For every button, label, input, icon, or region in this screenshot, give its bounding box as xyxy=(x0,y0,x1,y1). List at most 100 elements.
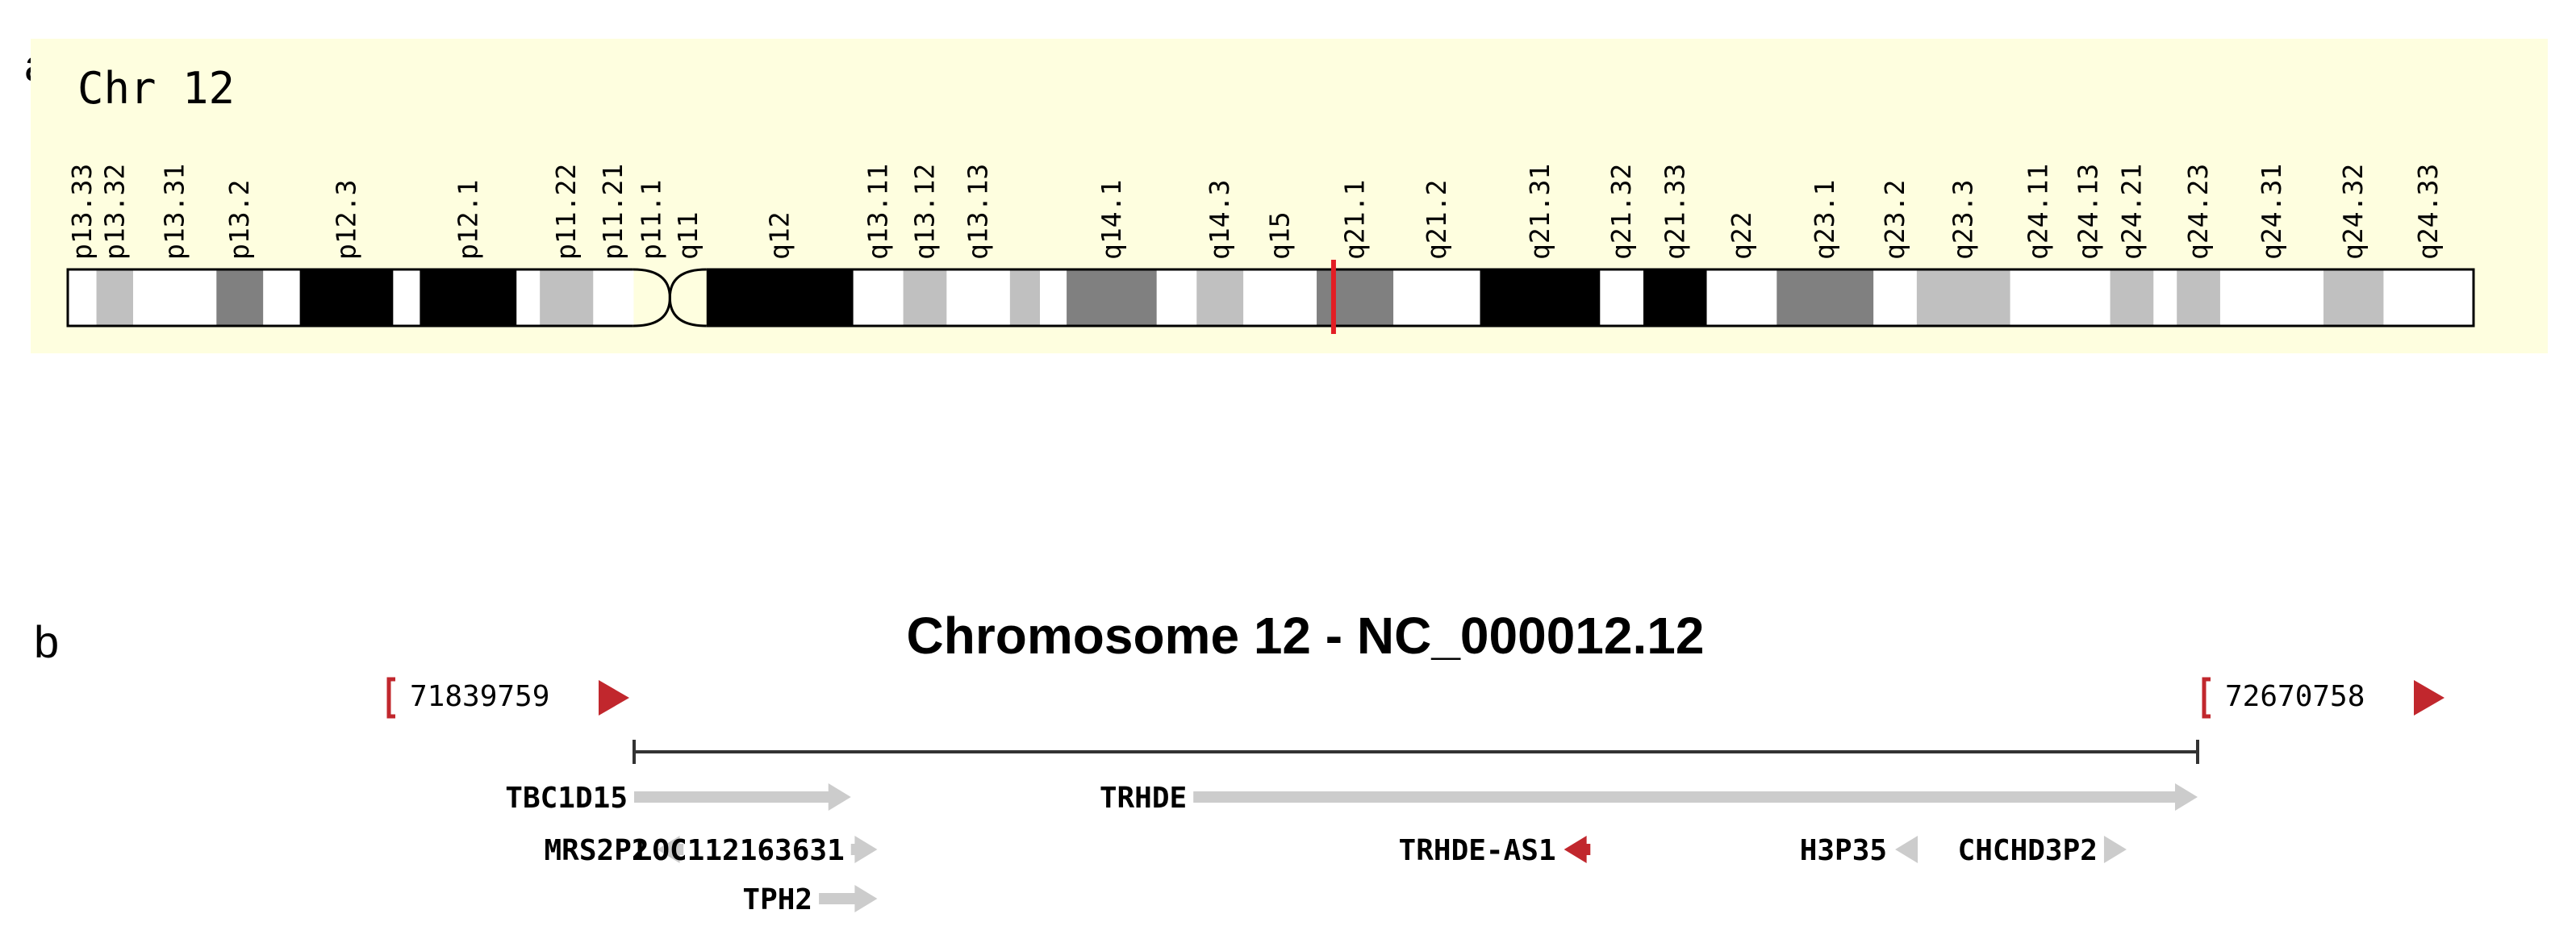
band-q14-1 xyxy=(1067,269,1158,326)
band-unlabeled-17 xyxy=(1009,269,1041,326)
chromosome-name: Chr 12 xyxy=(77,63,235,114)
gene-arrow-tbc1d15[interactable] xyxy=(634,783,851,811)
gene-tbc1d15[interactable]: TBC1D15 xyxy=(505,782,851,815)
band-q15 xyxy=(1243,269,1317,326)
end-coordinate: 72670758 xyxy=(2225,680,2365,713)
band-label-p11-1: p11.1 xyxy=(636,180,667,260)
start-coordinate-nav[interactable]: 71839759 xyxy=(386,677,629,719)
gene-label-loc112163631[interactable]: LOC112163631 xyxy=(635,834,845,867)
band-q24-33 xyxy=(2383,269,2474,326)
band-label-q24-13: q24.13 xyxy=(2073,164,2104,260)
gene-tph2[interactable]: TPH2 xyxy=(742,883,878,916)
q-arm-outline xyxy=(706,268,2475,328)
band-unlabeled-35 xyxy=(2153,269,2177,326)
gene-label-trhde-as1[interactable]: TRHDE-AS1 xyxy=(1399,834,1556,867)
gene-arrow-chchd3p2[interactable] xyxy=(2103,836,2127,863)
band-label-p13-32: p13.32 xyxy=(98,164,130,260)
band-label-p12-3: p12.3 xyxy=(330,180,361,260)
band-q24-23 xyxy=(2177,269,2221,326)
region-ruler xyxy=(633,740,2199,764)
band-p11-21 xyxy=(593,269,634,326)
band-unlabeled-18 xyxy=(1040,269,1067,326)
band-q13-12 xyxy=(903,269,947,326)
band-label-q22: q22 xyxy=(1726,211,1757,260)
panel-a: a Chr 12 p13.33p13.32p13.31p13.2p12.3p12… xyxy=(24,39,2548,353)
gene-loc112163631[interactable]: LOC112163631 xyxy=(635,834,878,867)
end-bracket-icon xyxy=(2202,677,2211,719)
band-q23-1 xyxy=(1776,269,1874,326)
band-label-p13-2: p13.2 xyxy=(223,180,255,260)
gene-arrow-trhde-as1[interactable] xyxy=(1564,836,1591,863)
band-label-q24-33: q24.33 xyxy=(2412,164,2444,260)
gene-arrow-mrs2p2[interactable] xyxy=(657,836,684,863)
band-label-q14-3: q14.3 xyxy=(1204,180,1235,260)
band-q23-3 xyxy=(1916,269,2011,326)
band-label-q21-2: q21.2 xyxy=(1421,180,1452,260)
band-label-p13-33: p13.33 xyxy=(66,164,98,260)
end-arrow-icon[interactable] xyxy=(2414,680,2444,716)
band-p13-31 xyxy=(132,269,217,326)
panel-b-label: b xyxy=(34,616,59,667)
band-q24-31 xyxy=(2219,269,2324,326)
gene-label-chchd3p2[interactable]: CHCHD3P2 xyxy=(1958,834,2098,867)
gene-arrow-h3p35[interactable] xyxy=(1895,836,1918,863)
gene-label-tbc1d15[interactable]: TBC1D15 xyxy=(505,782,628,815)
band-label-q24-21: q24.21 xyxy=(2115,164,2147,260)
band-p12-1 xyxy=(420,269,517,326)
band-label-q21-32: q21.32 xyxy=(1605,164,1637,260)
gene-label-h3p35[interactable]: H3P35 xyxy=(1800,834,1887,867)
gene-trhde[interactable]: TRHDE xyxy=(1100,782,2198,815)
gene-mrs2p2[interactable]: MRS2P2 xyxy=(545,834,684,867)
gene-chchd3p2[interactable]: CHCHD3P2 xyxy=(1958,834,2127,867)
band-unlabeled-20 xyxy=(1156,269,1197,326)
band-q13-13 xyxy=(946,269,1011,326)
band-label-p12-1: p12.1 xyxy=(452,180,483,260)
start-arrow-icon[interactable] xyxy=(599,680,629,716)
band-label-p13-31: p13.31 xyxy=(159,164,190,260)
gene-arrow-loc112163631[interactable] xyxy=(850,836,878,863)
end-coordinate-nav[interactable]: 72670758 xyxy=(2202,677,2444,719)
gene-h3p35[interactable]: H3P35 xyxy=(1800,834,1918,867)
band-label-q23-3: q23.3 xyxy=(1948,180,1979,260)
band-unlabeled-8 xyxy=(516,269,541,326)
band-q22 xyxy=(1706,269,1777,326)
band-q24-21 xyxy=(2110,269,2154,326)
band-q24-13 xyxy=(2066,269,2111,326)
start-bracket-icon xyxy=(386,677,395,719)
band-q21-1 xyxy=(1317,269,1394,326)
band-label-q15: q15 xyxy=(1264,211,1296,260)
band-q21-32 xyxy=(1600,269,1644,326)
band-q21-33 xyxy=(1643,269,1708,326)
band-p13-32 xyxy=(96,269,134,326)
band-label-p11-21: p11.21 xyxy=(597,164,628,260)
gene-label-tph2[interactable]: TPH2 xyxy=(742,883,812,916)
gene-arrow-tph2[interactable] xyxy=(819,885,878,912)
band-q24-32 xyxy=(2323,269,2385,326)
band-q21-2 xyxy=(1393,269,1481,326)
band-label-q11: q11 xyxy=(672,211,703,260)
band-unlabeled-4 xyxy=(263,269,301,326)
band-unlabeled-6 xyxy=(393,269,420,326)
band-p12-3 xyxy=(299,269,394,326)
band-label-q14-1: q14.1 xyxy=(1096,180,1127,260)
panel-b: b Chromosome 12 - NC_000012.12 71839759 … xyxy=(34,607,2444,916)
band-q14-3 xyxy=(1196,269,1244,326)
band-label-q21-1: q21.1 xyxy=(1339,180,1371,260)
band-p13-33 xyxy=(68,269,98,326)
band-label-q12: q12 xyxy=(764,211,795,260)
start-coordinate: 71839759 xyxy=(410,680,549,713)
band-q21-31 xyxy=(1480,269,1601,326)
band-label-q24-32: q24.32 xyxy=(2337,164,2369,260)
band-label-q13-11: q13.11 xyxy=(862,164,894,260)
gene-label-trhde[interactable]: TRHDE xyxy=(1100,782,1187,815)
band-label-q23-1: q23.1 xyxy=(1809,180,1840,260)
band-label-q24-11: q24.11 xyxy=(2023,164,2054,260)
gene-label-mrs2p2[interactable]: MRS2P2 xyxy=(545,834,649,867)
band-p11-22 xyxy=(540,269,594,326)
gene-trhde-as1[interactable]: TRHDE-AS1 xyxy=(1399,834,1591,867)
gene-arrow-trhde[interactable] xyxy=(1193,783,2198,811)
band-p13-2 xyxy=(216,269,264,326)
band-q24-11 xyxy=(2010,269,2068,326)
